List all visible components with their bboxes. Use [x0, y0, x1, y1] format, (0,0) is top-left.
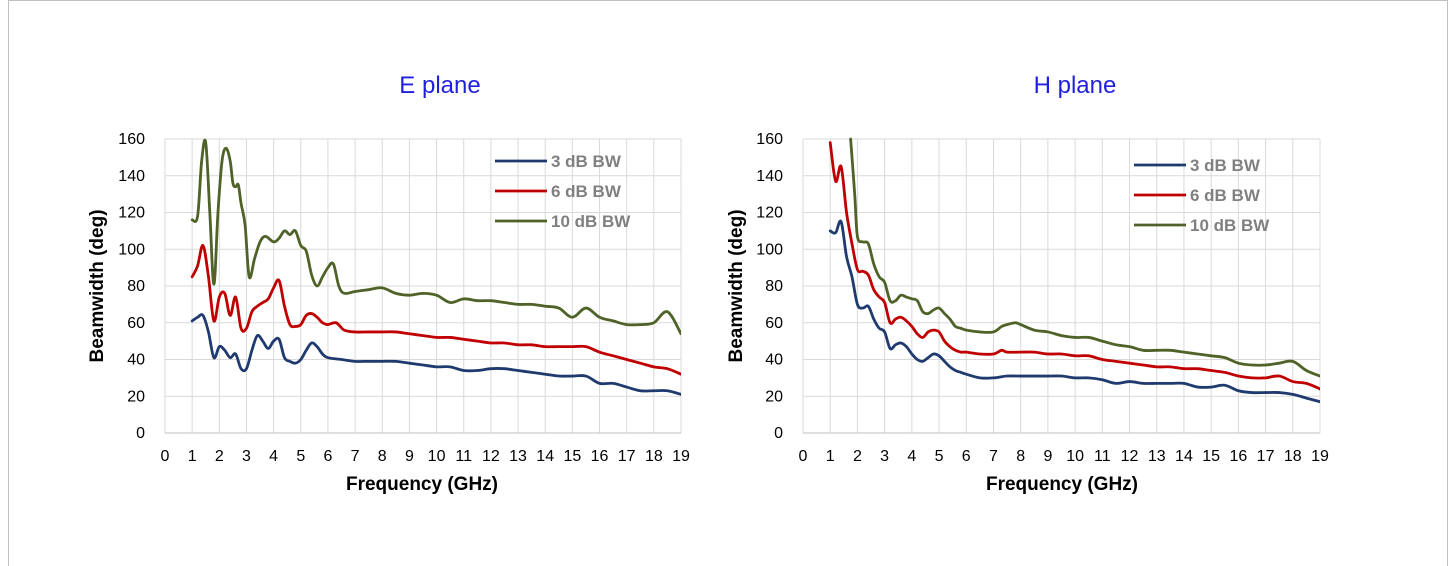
x-tick-label: 8: [1016, 448, 1025, 465]
x-axis-label: Frequency (GHz): [346, 474, 498, 495]
legend-label: 10 dB BW: [1190, 216, 1270, 235]
x-tick-label: 19: [672, 448, 690, 465]
x-tick-label: 14: [536, 448, 554, 465]
y-tick-label: 80: [765, 278, 783, 295]
x-tick-label: 18: [645, 448, 663, 465]
y-tick-label: 120: [756, 205, 783, 222]
x-tick-label: 11: [455, 448, 472, 465]
legend-label: 6 dB BW: [1190, 186, 1261, 205]
x-tick-label: 5: [296, 448, 305, 465]
grid-lines: [802, 138, 1321, 434]
tick-labels: 0 1 2 3 4 5 6 7 8 9 10 11 12 13 14 15 16 17 18 190204060801…: [118, 131, 690, 465]
x-axis-label: Frequency (GHz): [986, 474, 1138, 495]
x-tick-label: 7: [351, 448, 360, 465]
x-tick-label: 5: [935, 448, 944, 465]
chart-title: H plane: [1034, 72, 1117, 99]
y-tick-label: 20: [127, 388, 145, 405]
y-tick-label: 100: [118, 241, 145, 258]
y-tick-label: 140: [118, 168, 145, 185]
chart-e-plane: E plane 0 1 2 3 4 5 6 7 8 9 10 11 12 13 14 15 16 17 18 1902…: [87, 72, 690, 495]
series-line-6-db-bw: [190, 244, 681, 376]
legend-label: 10 dB BW: [551, 212, 631, 231]
x-tick-label: 18: [1284, 448, 1302, 465]
y-axis-label: Beamwidth (deg): [726, 209, 747, 362]
x-tick-label: 7: [989, 448, 998, 465]
x-tick-label: 11: [1094, 448, 1111, 465]
x-tick-label: 3: [242, 448, 251, 465]
y-tick-label: 40: [765, 352, 783, 369]
y-tick-label: 60: [765, 315, 783, 332]
series-layer: [190, 138, 681, 396]
x-tick-label: 6: [962, 448, 971, 465]
y-tick-label: 60: [127, 315, 145, 332]
series-layer: [828, 137, 1320, 404]
x-tick-label: 9: [1043, 448, 1052, 465]
y-tick-label: 120: [118, 205, 145, 222]
x-tick-label: 4: [907, 448, 916, 465]
x-tick-label: 16: [591, 448, 609, 465]
x-tick-label: 17: [1257, 448, 1275, 465]
series-line-3-db-bw: [190, 313, 681, 396]
x-tick-label: 6: [323, 448, 332, 465]
legend: 3 dB BW 6 dB BW 10 dB BW: [1134, 156, 1270, 235]
series-line-6-db-bw: [828, 141, 1320, 391]
y-axis-label: Beamwidth (deg): [87, 209, 108, 362]
x-tick-label: 10: [1066, 448, 1084, 465]
legend: 3 dB BW 6 dB BW 10 dB BW: [495, 152, 631, 231]
y-tick-label: 160: [756, 131, 783, 148]
legend-label: 6 dB BW: [551, 182, 622, 201]
x-tick-label: 4: [269, 448, 278, 465]
x-tick-label: 13: [509, 448, 527, 465]
x-tick-label: 0: [799, 448, 808, 465]
tick-labels: 0 1 2 3 4 5 6 7 8 9 10 11 12 13 14 15 16 17 18 190204060801…: [756, 131, 1329, 465]
figure-frame: [8, 0, 1448, 566]
x-tick-label: 13: [1148, 448, 1166, 465]
x-tick-label: 1: [188, 448, 197, 465]
legend-label: 3 dB BW: [551, 152, 622, 171]
x-tick-label: 17: [618, 448, 636, 465]
y-tick-label: 0: [136, 425, 145, 442]
x-tick-label: 3: [880, 448, 889, 465]
y-tick-label: 100: [756, 241, 783, 258]
x-tick-label: 14: [1175, 448, 1193, 465]
x-tick-label: 2: [853, 448, 862, 465]
chart-title: E plane: [399, 72, 480, 99]
x-tick-label: 2: [215, 448, 224, 465]
y-tick-label: 0: [774, 425, 783, 442]
legend-label: 3 dB BW: [1190, 156, 1261, 175]
series-line-3-db-bw: [828, 219, 1320, 404]
y-tick-label: 20: [765, 388, 783, 405]
series-line-10-db-bw: [190, 138, 681, 336]
y-tick-label: 40: [127, 352, 145, 369]
x-tick-label: 15: [563, 448, 581, 465]
series-line-10-db-bw: [849, 137, 1320, 378]
y-tick-label: 160: [118, 131, 145, 148]
x-tick-label: 19: [1311, 448, 1329, 465]
x-tick-label: 9: [405, 448, 414, 465]
y-tick-label: 140: [756, 168, 783, 185]
x-tick-label: 8: [378, 448, 387, 465]
x-tick-label: 12: [482, 448, 500, 465]
chart-h-plane: H plane 0 1 2 3 4 5 6 7 8 9 10 11 12 13 14 15 16 17 18 1902…: [726, 72, 1329, 495]
x-tick-label: 10: [428, 448, 446, 465]
x-tick-label: 12: [1121, 448, 1139, 465]
x-tick-label: 15: [1202, 448, 1220, 465]
y-tick-label: 80: [127, 278, 145, 295]
x-tick-label: 1: [826, 448, 835, 465]
grid-lines: [164, 138, 682, 434]
x-tick-label: 0: [161, 448, 170, 465]
x-tick-label: 16: [1229, 448, 1247, 465]
